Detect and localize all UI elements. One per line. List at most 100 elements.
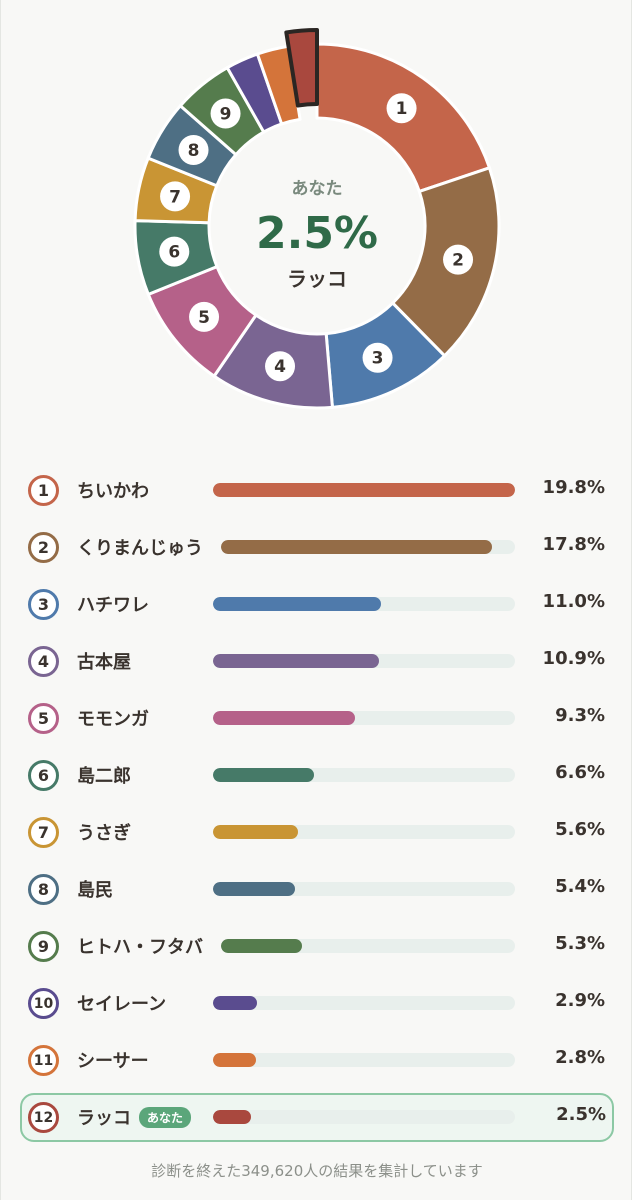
ranking-row-you: 12 ラッコ あなた 2.5%	[20, 1093, 614, 1142]
slice-label-5: 5	[189, 301, 220, 332]
ranking-row: 4 古本屋 10.9%	[1, 633, 632, 690]
slice-label-circle	[265, 351, 296, 382]
character-name-text: ヒトハ・フタバ	[77, 937, 203, 958]
bar-track	[213, 1110, 515, 1124]
ranking-row: 11 シーサー 2.8%	[1, 1032, 632, 1089]
bar-fill	[221, 540, 493, 554]
slice-label-1: 1	[386, 93, 417, 124]
slice-label-circle	[210, 98, 241, 129]
slice-label-8: 8	[178, 134, 209, 165]
ranking-row: 5 モモンガ 9.3%	[1, 690, 632, 747]
rank-badge: 3	[28, 589, 59, 620]
bar-track	[213, 1053, 515, 1067]
bar-track	[221, 540, 515, 554]
percentage-value: 6.6%	[555, 762, 605, 783]
rank-badge: 1	[28, 475, 59, 506]
character-name: ヒトハ・フタバ	[77, 933, 203, 959]
character-name: うさぎ	[77, 819, 131, 845]
bar-fill	[213, 711, 355, 725]
donut-slice-11	[255, 44, 302, 126]
rank-badge: 5	[28, 703, 59, 734]
bar-fill	[213, 768, 314, 782]
slice-label-circle	[159, 236, 190, 267]
bar-track	[213, 996, 515, 1010]
ranking-row: 10 セイレーン 2.9%	[1, 975, 632, 1032]
bar-fill	[213, 654, 380, 668]
slice-label-2: 2	[443, 244, 474, 275]
character-name: ちいかわ	[77, 477, 149, 503]
character-name: 島民	[77, 876, 113, 902]
ranking-row: 6 島二郎 6.6%	[1, 747, 632, 804]
character-name: シーサー	[77, 1047, 149, 1073]
slice-label-circle	[386, 93, 417, 124]
character-name: セイレーン	[77, 990, 166, 1016]
ranking-row: 9 ヒトハ・フタバ 5.3%	[1, 918, 632, 975]
percentage-value: 17.8%	[542, 534, 605, 555]
character-name: ラッコ あなた	[77, 1104, 192, 1130]
ranking-row: 1 ちいかわ 19.8%	[1, 462, 632, 519]
bar-track	[221, 939, 515, 953]
percentage-value: 10.9%	[542, 648, 605, 669]
bar-track	[213, 483, 515, 497]
rank-badge: 10	[28, 988, 59, 1019]
percentage-value: 2.5%	[556, 1104, 606, 1125]
percentage-value: 2.8%	[555, 1047, 605, 1068]
slice-label-text: 4	[274, 357, 286, 377]
bar-track	[213, 711, 515, 725]
bar-track	[213, 654, 515, 668]
slice-label-circle	[362, 342, 393, 373]
character-name: 古本屋	[77, 648, 131, 674]
rank-badge: 12	[28, 1102, 59, 1133]
donut-slice-12	[284, 28, 319, 108]
slice-label-text: 6	[168, 243, 180, 263]
character-name-text: セイレーン	[77, 994, 167, 1015]
bar-fill	[213, 1110, 252, 1124]
slice-label-text: 1	[396, 99, 408, 119]
slice-label-circle	[178, 134, 209, 165]
percentage-value: 2.9%	[555, 990, 605, 1011]
bar-fill	[213, 882, 296, 896]
slice-label-circle	[443, 244, 474, 275]
character-name-text: ハチワレ	[77, 595, 149, 616]
bar-fill	[213, 825, 299, 839]
slice-label-text: 7	[169, 187, 181, 207]
bar-track	[213, 768, 515, 782]
character-name-text: ちいかわ	[77, 481, 149, 502]
character-name-text: シーサー	[77, 1051, 149, 1072]
slice-label-text: 5	[198, 308, 210, 328]
rank-badge: 8	[28, 874, 59, 905]
character-name-text: 島二郎	[77, 766, 131, 787]
donut-chart: 1 2 3 4 5 6 7 89 あなた 2.5% ラッコ	[133, 28, 501, 410]
bar-fill	[221, 939, 302, 953]
character-name-text: くりまんじゅう	[77, 538, 203, 559]
center-name: ラッコ	[287, 267, 347, 291]
slice-label-text: 2	[452, 251, 464, 271]
character-name-text: ラッコ	[77, 1108, 131, 1129]
rank-badge: 4	[28, 646, 59, 677]
character-name-text: 島民	[77, 880, 113, 901]
percentage-value: 5.4%	[555, 876, 605, 897]
rank-badge: 6	[28, 760, 59, 791]
bar-track	[213, 597, 515, 611]
rank-badge: 11	[28, 1045, 59, 1076]
bar-track	[213, 882, 515, 896]
slice-label-4: 4	[265, 351, 296, 382]
rank-badge: 7	[28, 817, 59, 848]
rank-badge: 9	[28, 931, 59, 962]
bar-fill	[213, 597, 381, 611]
center-label: あなた	[292, 179, 343, 199]
center-percent: 2.5%	[256, 208, 378, 259]
character-name: モモンガ	[77, 705, 149, 731]
ranking-row: 3 ハチワレ 11.0%	[1, 576, 632, 633]
character-name-text: うさぎ	[77, 823, 131, 844]
slice-label-text: 8	[188, 141, 200, 161]
footer-note: 診断を終えた349,620人の結果を集計しています	[151, 1162, 483, 1180]
bar-fill	[213, 483, 515, 497]
ranking-row: 2 くりまんじゅう 17.8%	[1, 519, 632, 576]
character-name-text: モモンガ	[77, 709, 149, 730]
slice-label-9: 9	[210, 98, 241, 129]
bar-fill	[213, 996, 258, 1010]
rank-badge: 2	[28, 532, 59, 563]
slice-label-7: 7	[160, 181, 191, 212]
